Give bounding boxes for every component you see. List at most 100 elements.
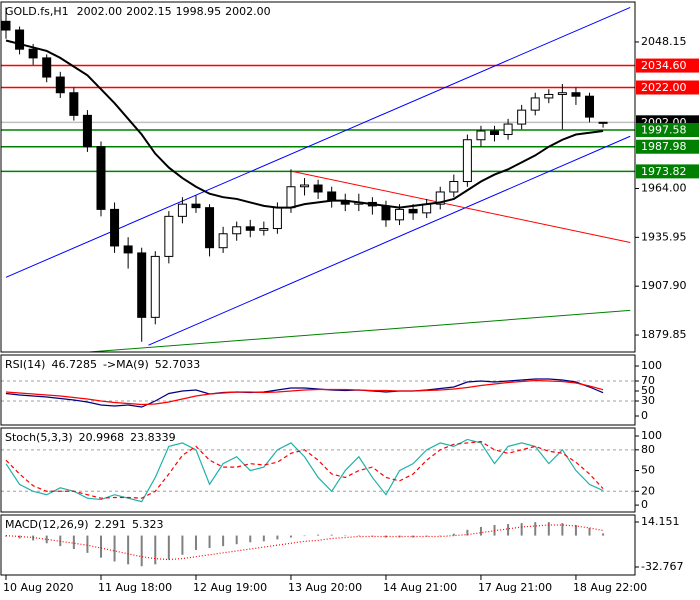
panel: 14.151 -32.767 MACD(12,26,9) 2.291 5.323	[0, 514, 683, 576]
price-level-box	[636, 139, 699, 154]
histogram-bar	[439, 535, 442, 537]
candle-body	[571, 92, 581, 97]
plot-area	[1, 6, 635, 352]
histogram-bar	[86, 535, 89, 553]
histogram-bar	[167, 535, 170, 560]
y-tick-label: -32.767	[641, 560, 683, 573]
candle-body	[530, 97, 540, 111]
panel-frame	[0, 427, 636, 513]
x-tick-label: 14 Aug 21:00	[383, 581, 457, 594]
y-tick-label: 1907.90	[641, 279, 687, 292]
indicator-value: 46.7285	[51, 358, 97, 371]
candle-body	[69, 92, 79, 116]
histogram-bar	[574, 525, 577, 536]
x-tick-label: 10 Aug 2020	[3, 581, 73, 594]
candle-body	[449, 181, 459, 193]
histogram-bar	[181, 535, 184, 555]
histogram-bar	[18, 535, 21, 539]
candle-body	[598, 121, 608, 124]
indicator-name: MACD(12,26,9)	[5, 518, 89, 531]
y-tick-label: 100	[641, 429, 662, 442]
candle-body	[15, 29, 25, 50]
y-tick-label: 80	[641, 443, 655, 456]
panel-frame	[0, 514, 636, 576]
histogram-bar	[466, 529, 469, 536]
candle-body	[313, 184, 323, 193]
candle-body	[259, 228, 269, 231]
candle-body	[191, 203, 201, 209]
candle-body	[300, 184, 310, 188]
histogram-bar	[384, 535, 387, 538]
indicator-line	[5, 379, 604, 406]
indicator-name: ->MA(9)	[103, 358, 149, 371]
chart-header: GOLD.fs,H1 2002.00 2002.15 1998.95 2002.00	[5, 5, 271, 18]
panel-frame	[0, 1, 636, 353]
trendline	[87, 309, 631, 352]
y-tick-label: 50	[641, 464, 655, 477]
histogram-bar	[72, 535, 75, 550]
indicator-value: 20.9968	[79, 431, 125, 444]
plot-area	[5, 522, 605, 567]
symbol: GOLD.fs,H1	[5, 5, 69, 18]
histogram-bar	[45, 535, 48, 544]
candle-body	[123, 245, 133, 254]
histogram-bar	[208, 535, 211, 549]
candle-body	[232, 226, 242, 235]
histogram-bar	[289, 535, 292, 538]
price-level-label: 2034.60	[641, 59, 687, 72]
histogram-bar	[113, 535, 116, 562]
candle-body	[435, 191, 445, 205]
plot-area	[1, 438, 635, 503]
candle-body	[28, 48, 38, 59]
candle-body	[490, 130, 500, 136]
candle-body	[381, 205, 391, 221]
x-tick-label: 13 Aug 20:00	[288, 581, 362, 594]
indicator-line	[5, 378, 604, 408]
candle-body	[42, 57, 52, 78]
histogram-bar	[276, 535, 279, 540]
candle-body	[395, 208, 405, 221]
histogram-bar	[534, 522, 537, 536]
price-level-box	[636, 80, 699, 95]
trendline	[5, 6, 631, 278]
y-tick-label: 30	[641, 394, 655, 407]
y-tick-label: 1964.00	[641, 181, 687, 194]
candle-body	[286, 186, 296, 209]
candle-body	[462, 139, 472, 183]
y-tick-label: 0	[641, 409, 648, 422]
histogram-bar	[412, 535, 415, 538]
indicator-value: 2.291	[95, 518, 127, 531]
y-tick-label: 14.151	[641, 515, 680, 528]
price-level-box	[636, 58, 699, 73]
histogram-bar	[344, 535, 347, 537]
candle-body	[517, 109, 527, 125]
price-level-label: 1973.82	[641, 165, 687, 178]
candle-body	[164, 215, 174, 257]
candle-body	[245, 226, 255, 231]
histogram-bar	[330, 534, 333, 536]
y-tick-label: 70	[641, 374, 655, 387]
candle-body	[110, 208, 120, 247]
candle-body	[55, 76, 65, 94]
indicator-name: Stoch(5,3,3)	[5, 431, 73, 444]
candle-body	[272, 207, 282, 230]
panel-frame	[0, 354, 636, 426]
indicator-value: 23.8339	[130, 431, 176, 444]
y-tick-label: 20	[641, 484, 655, 497]
price-level-label: 2022.00	[641, 81, 687, 94]
candle-body	[150, 255, 160, 318]
histogram-bar	[303, 535, 306, 537]
panel: 2048.15 1964.00 1935.95 1907.90 1879.85 2034.…	[0, 1, 699, 353]
moving-average	[5, 39, 604, 209]
candle-body	[177, 203, 187, 217]
histogram-bar	[452, 533, 455, 536]
y-tick-label: 1879.85	[641, 328, 687, 341]
y-tick-label: 1935.95	[641, 230, 687, 243]
price-level-box	[636, 164, 699, 179]
indicator-value: 5.323	[132, 518, 164, 531]
histogram-bar	[222, 535, 225, 547]
y-tick-label: 2048.15	[641, 35, 687, 48]
histogram-bar	[547, 522, 550, 536]
